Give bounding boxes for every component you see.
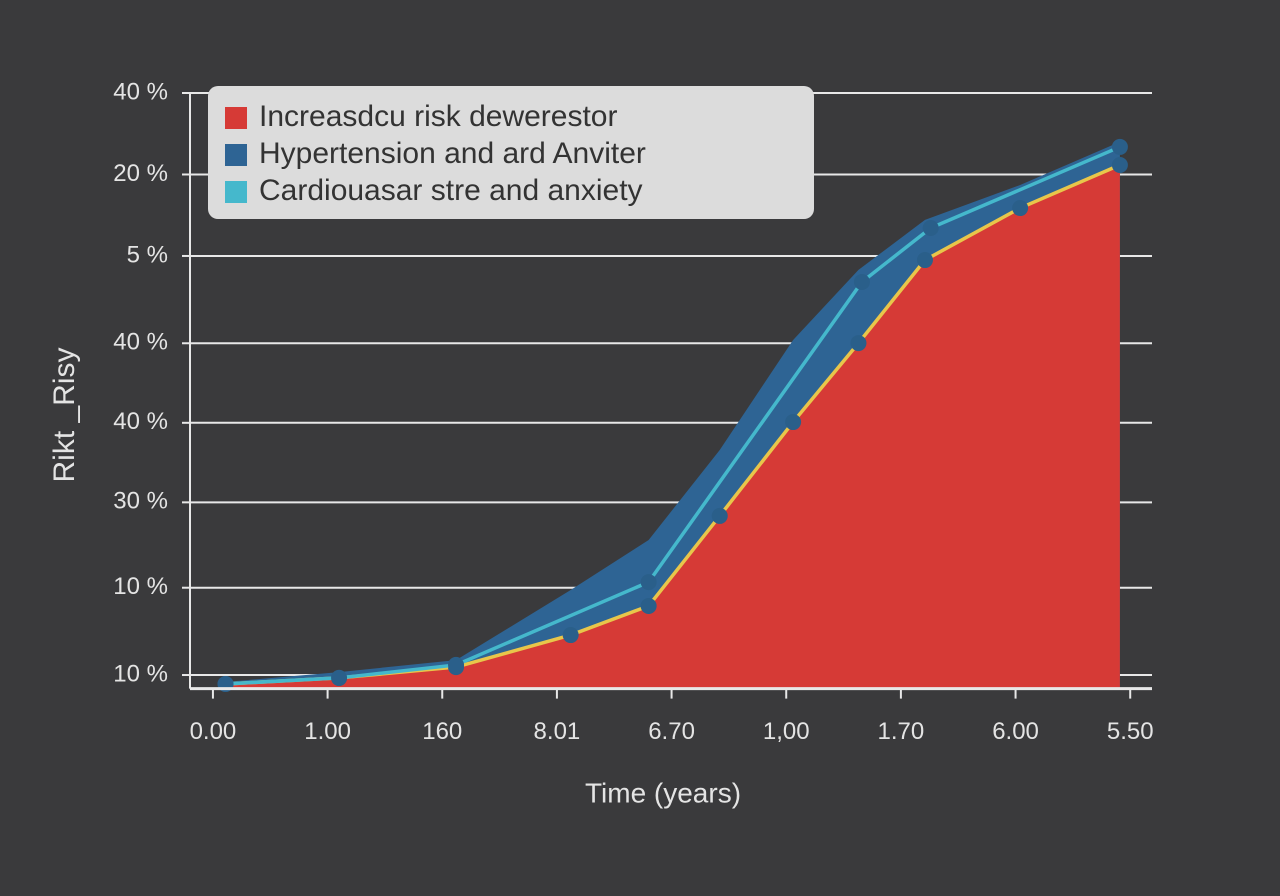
legend-box [208, 86, 814, 219]
x-tick-label: 0.00 [190, 718, 237, 745]
marker [1111, 156, 1128, 173]
marker [331, 669, 348, 686]
legend-swatch [225, 144, 247, 166]
x-tick-label: 1.70 [878, 718, 925, 745]
x-tick-label: 6.70 [648, 718, 695, 745]
x-axis-label: Time (years) [585, 777, 741, 808]
marker [1111, 138, 1128, 155]
legend-label: Increasdcu risk dewerestor [259, 100, 617, 133]
y-tick-label: 10 % [113, 660, 168, 687]
marker [448, 656, 465, 673]
y-tick-label: 5 % [127, 241, 168, 268]
y-tick-label: 10 % [113, 573, 168, 600]
marker [711, 507, 728, 524]
legend-label: Hypertension and ard Anviter [259, 137, 646, 170]
legend: Increasdcu risk dewerestor Hypertension a… [208, 86, 814, 219]
marker [850, 335, 867, 352]
x-tick-label: 1,00 [763, 718, 810, 745]
x-tick-label: 160 [422, 718, 462, 745]
x-tick-label: 6.00 [992, 718, 1039, 745]
y-tick-label: 30 % [113, 488, 168, 515]
marker [640, 597, 657, 614]
marker [1012, 200, 1029, 217]
legend-swatch [225, 107, 247, 129]
marker [562, 627, 579, 644]
marker [785, 414, 802, 431]
legend-label: Cardiouasar stre and anxiety [259, 174, 643, 207]
y-tick-label: 40 % [113, 78, 168, 105]
marker [922, 220, 939, 237]
x-tick-label: 5.50 [1107, 718, 1154, 745]
marker [853, 273, 870, 290]
y-tick-label: 20 % [113, 160, 168, 187]
x-tick-label: 8.01 [534, 718, 581, 745]
marker [916, 252, 933, 269]
x-tick-label: 1.00 [304, 718, 351, 745]
y-axis-label: Rikt _Risy [48, 347, 81, 482]
y-tick-label: 40 % [113, 408, 168, 435]
marker [640, 574, 657, 591]
legend-swatch [225, 181, 247, 203]
y-tick-label: 40 % [113, 329, 168, 356]
